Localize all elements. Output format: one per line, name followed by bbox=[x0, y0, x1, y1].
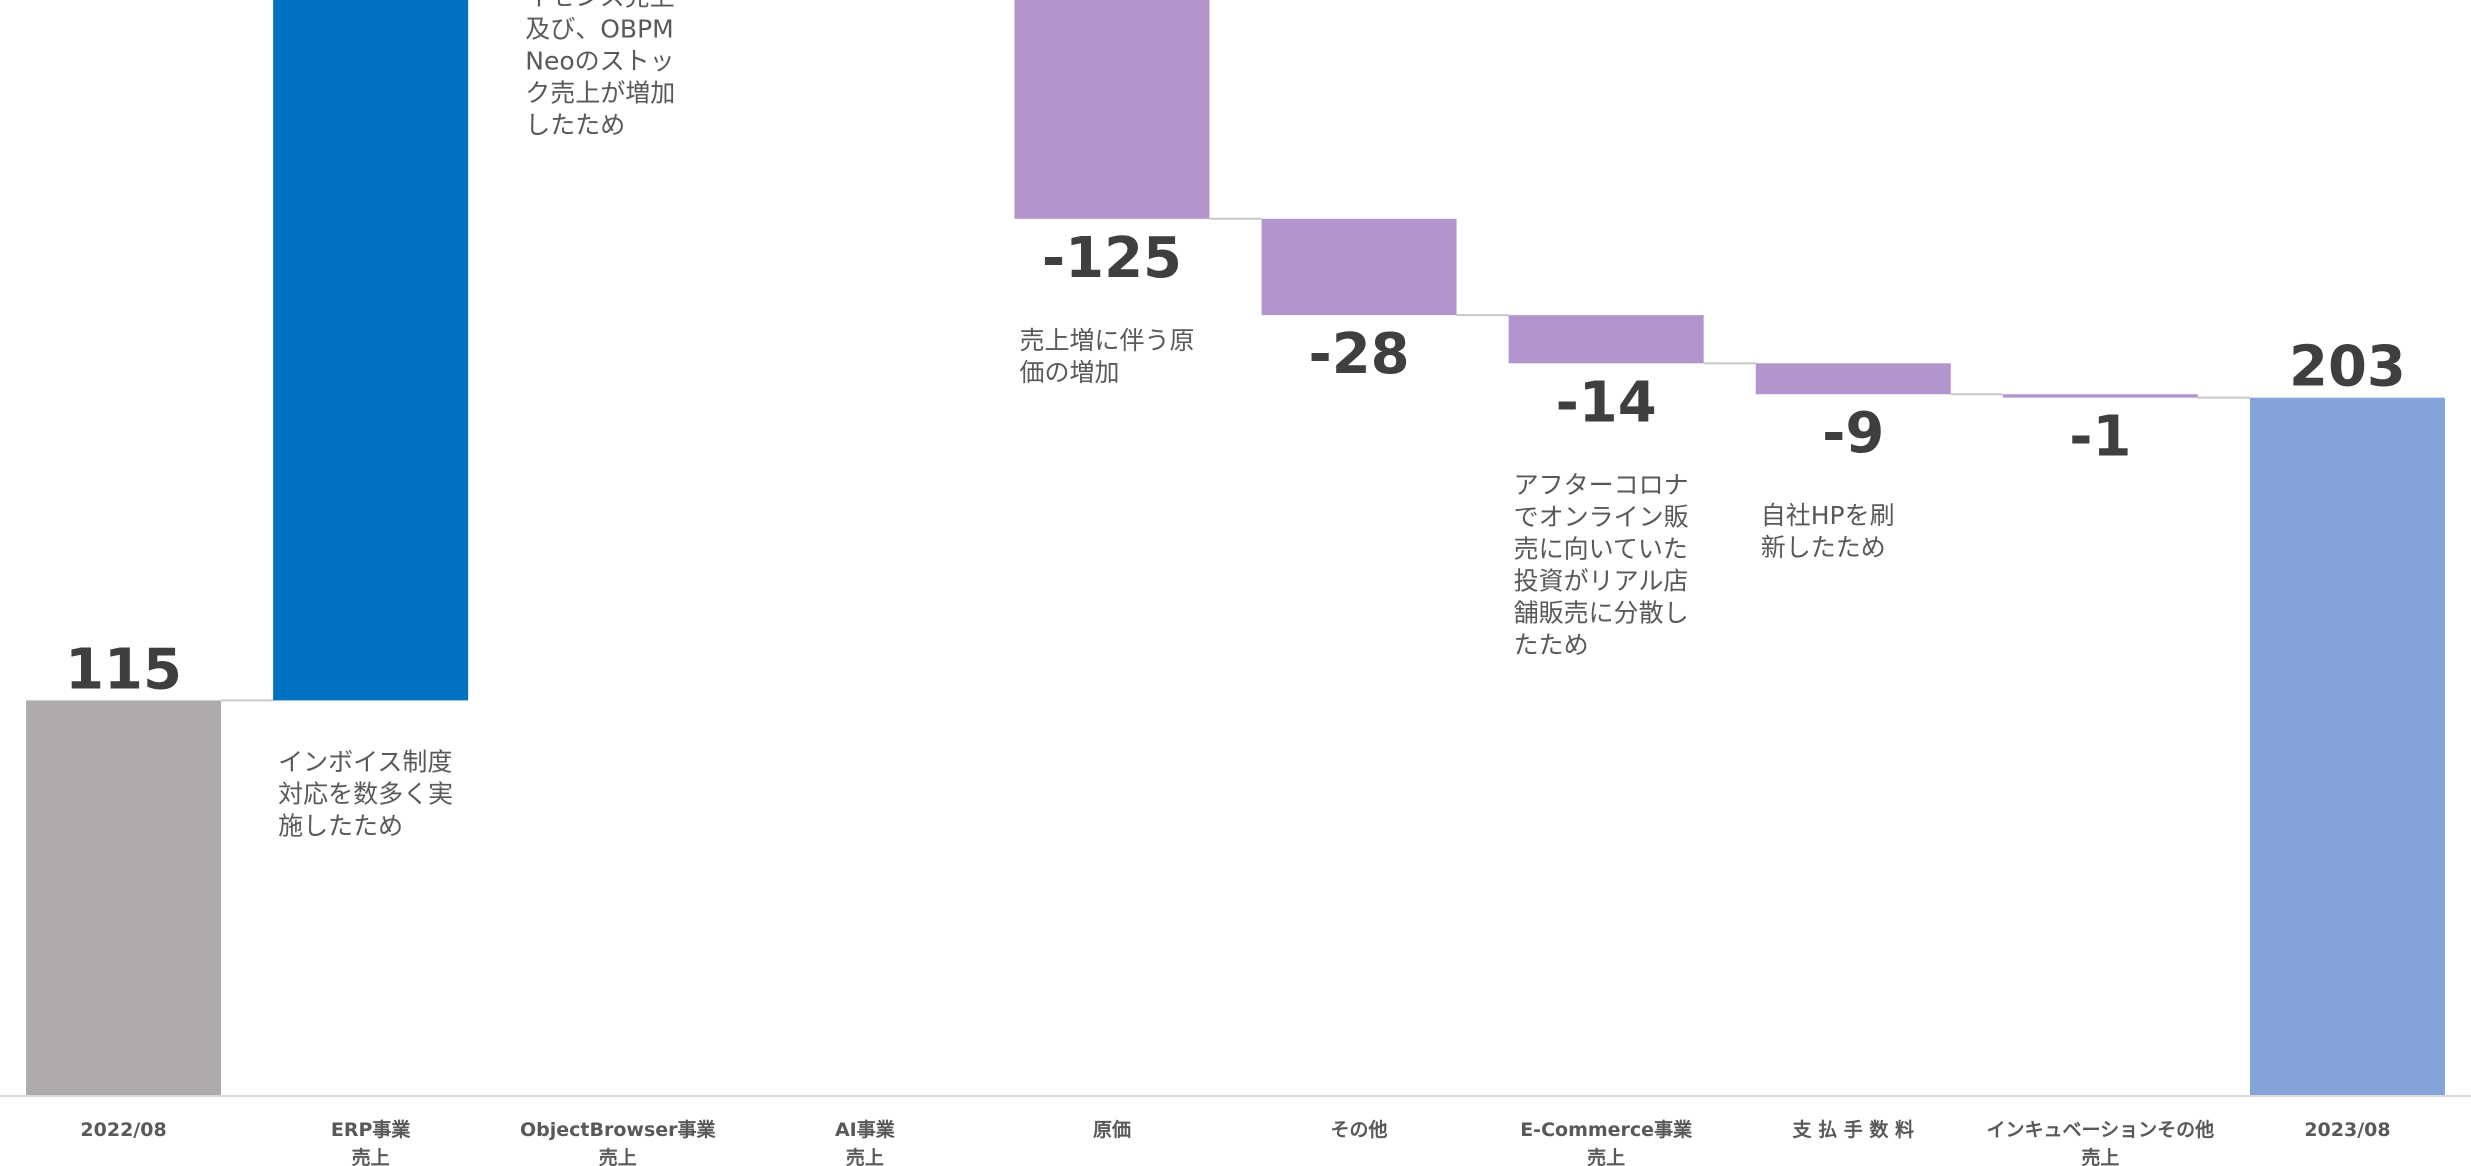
category-label-5-0: その他 bbox=[1331, 1118, 1388, 1141]
annotation-6-0: アフターコロナ bbox=[1514, 470, 1689, 499]
value-label-5: -28 bbox=[1308, 322, 1409, 387]
bar-5 bbox=[1261, 218, 1457, 316]
category-label-1-0: ERP事業 bbox=[331, 1118, 412, 1141]
category-label-2-1: 売上 bbox=[599, 1146, 637, 1166]
annotation-6-4: 舗販売に分散し bbox=[1514, 598, 1689, 627]
value-label-0: 115 bbox=[65, 637, 182, 702]
annotation-6-1: でオンライン販 bbox=[1514, 502, 1689, 531]
category-label-6-0: E-Commerce事業 bbox=[1520, 1118, 1693, 1141]
category-label-3-0: AI事業 bbox=[835, 1118, 896, 1141]
category-label-4-0: 原価 bbox=[1093, 1119, 1131, 1141]
bar-4 bbox=[1014, 0, 1210, 219]
category-label-3-1: 売上 bbox=[846, 1146, 884, 1166]
bar-6 bbox=[1508, 315, 1704, 364]
value-label-9: 203 bbox=[2289, 335, 2406, 400]
category-label-9-0: 2023/08 bbox=[2304, 1119, 2390, 1141]
category-label-8-0: インキュベーションその他 bbox=[1987, 1118, 2215, 1141]
annotations: インボイス制度対応を数多く実施したためObjectBrowserのライセンス売上… bbox=[278, 0, 1894, 840]
annotation-7-0: 自社HPを刷 bbox=[1761, 501, 1895, 530]
bar-7 bbox=[1755, 363, 1951, 395]
bars bbox=[26, 0, 2445, 1096]
annotation-1-1: 対応を数多く実 bbox=[278, 779, 453, 808]
category-label-2-0: ObjectBrowser事業 bbox=[520, 1118, 717, 1141]
annotation-6-2: 売に向いていた bbox=[1514, 534, 1688, 563]
category-label-0-0: 2022/08 bbox=[80, 1119, 166, 1141]
value-label-4: -125 bbox=[1042, 226, 1182, 291]
annotation-1-2: 施したため bbox=[278, 811, 403, 840]
category-label-8-1: 売上 bbox=[2081, 1146, 2119, 1166]
annotation-2-4: Neoのストッ bbox=[525, 46, 674, 75]
annotation-6-3: 投資がリアル店 bbox=[1514, 566, 1689, 595]
bar-1 bbox=[273, 0, 469, 701]
connector-lines bbox=[221, 217, 2250, 702]
value-label-7: -9 bbox=[1822, 401, 1884, 466]
category-label-6-1: 売上 bbox=[1587, 1146, 1625, 1166]
category-label-7-0: 支 払 手 数 料 bbox=[1792, 1118, 1914, 1141]
bar-0 bbox=[26, 700, 222, 1096]
annotation-1-0: インボイス制度 bbox=[278, 747, 452, 776]
value-label-8: -1 bbox=[2069, 405, 2131, 470]
annotation-7-1: 新したため bbox=[1761, 533, 1886, 562]
annotation-2-5: ク売上が増加 bbox=[525, 78, 675, 107]
annotation-4-0: 売上増に伴う原 bbox=[1019, 326, 1194, 355]
annotation-2-6: したため bbox=[525, 110, 625, 139]
bar-8 bbox=[2002, 394, 2198, 398]
category-label-1-1: 売上 bbox=[352, 1146, 390, 1166]
annotation-2-3: 及び、OBPM bbox=[525, 14, 673, 43]
value-label-6: -14 bbox=[1556, 370, 1657, 435]
annotation-6-5: たため bbox=[1514, 630, 1589, 659]
annotation-2-2: イセンス売上 bbox=[525, 0, 675, 11]
category-labels: 2022/08 ERP事業売上ObjectBrowser事業売上AI事業売上原価そ… bbox=[80, 1118, 2390, 1166]
annotation-4-1: 価の増加 bbox=[1019, 358, 1119, 387]
bar-9 bbox=[2249, 397, 2445, 1096]
